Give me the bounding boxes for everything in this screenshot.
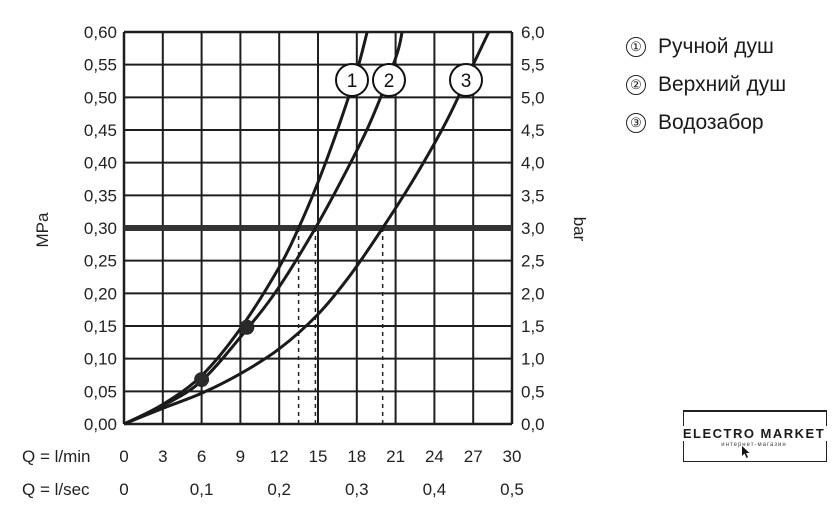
x-tick-label-lmin: 12 (270, 447, 289, 466)
y-tick-label-right: 3,0 (521, 219, 545, 238)
y-tick-label-right: 4,0 (521, 154, 545, 173)
legend-item-2: ② Верхний душ (626, 66, 786, 104)
x-tick-label-lmin: 6 (197, 447, 206, 466)
curve-label-text: 3 (461, 71, 472, 92)
legend-item-1: ① Ручной душ (626, 28, 786, 66)
x-ticks-lsec: 0 0,1 0,2 0,3 0,4 0,5 (119, 480, 524, 499)
y-tick-label-right: 0,0 (521, 415, 545, 434)
y-tick-label-left: 0,10 (84, 350, 117, 369)
y-axis-label-left: MPa (33, 212, 52, 248)
y-ticks-right: 0,0 0,5 1,0 1,5 2,0 2,5 3,0 3,5 4,0 4,5 5,0 5,5 6,0 (521, 23, 545, 434)
curve-1 (123, 31, 369, 426)
x-tick-label-lmin: 21 (386, 447, 405, 466)
y-ticks-left: 0,00 0,05 0,10 0,15 0,20 0,25 0,30 0,35 0,40 0,45… (84, 23, 117, 434)
y-tick-label-right: 5,0 (521, 88, 545, 107)
x-tick-label-lmin: 18 (347, 447, 366, 466)
curve-label-circle (372, 63, 406, 97)
y-tick-label-left: 0,00 (84, 415, 117, 434)
curve-label-circle (335, 63, 369, 97)
x-tick-label-lmin: 15 (309, 447, 328, 466)
y-tick-label-right: 3,5 (521, 186, 545, 205)
x-tick-label-lsec: 0,2 (267, 480, 291, 499)
y-tick-label-left: 0,15 (84, 317, 117, 336)
drop-lines (297, 228, 384, 424)
y-tick-label-left: 0,55 (84, 56, 117, 75)
y-tick-label-right: 5,5 (521, 56, 545, 75)
x-tick-label-lmin: 27 (464, 447, 483, 466)
x-tick-label-lsec: 0,3 (345, 480, 369, 499)
y-axis-label-right: bar (570, 217, 589, 242)
legend-label: Верхний душ (658, 73, 787, 96)
x-tick-label-lsec: 0,4 (423, 480, 447, 499)
logo-subtitle: интернет-магазин (721, 442, 787, 448)
x-tick-label-lsec: 0 (119, 480, 128, 499)
marker-1 (194, 372, 210, 388)
y-tick-label-left: 0,60 (84, 23, 117, 42)
y-tick-label-right: 1,5 (521, 317, 545, 336)
logo-brand: ELECTRO MARKET (669, 426, 839, 441)
x-ticks-lmin: 0 3 6 9 12 15 18 21 24 27 30 (119, 447, 521, 466)
x-tick-label-lmin: 24 (425, 447, 444, 466)
marker-2 (239, 319, 255, 335)
y-tick-label-right: 4,5 (521, 121, 545, 140)
legend-label: Водозабор (658, 111, 764, 134)
y-tick-label-left: 0,50 (84, 88, 117, 107)
x-tick-label-lsec: 0,1 (190, 480, 214, 499)
x-tick-label-lmin: 3 (158, 447, 167, 466)
y-tick-label-left: 0,20 (84, 284, 117, 303)
x-tick-label-lsec: 0,5 (500, 480, 524, 499)
x-tick-label-lmin: 9 (236, 447, 245, 466)
x-tick-label-lmin: 30 (503, 447, 522, 466)
curve-label-circle (449, 63, 483, 97)
markers (194, 319, 255, 388)
x-tick-label-lmin: 0 (119, 447, 128, 466)
y-tick-label-right: 6,0 (521, 23, 545, 42)
x-axis-label-lmin: Q = l/min (22, 447, 91, 466)
legend-number: ① (626, 37, 646, 57)
y-tick-label-left: 0,45 (84, 121, 117, 140)
y-tick-label-left: 0,30 (84, 219, 117, 238)
x-axis-label-lsec: Q = l/sec (22, 480, 90, 499)
y-tick-label-right: 0,5 (521, 382, 545, 401)
legend-number: ③ (626, 113, 646, 133)
curve-label-text: 2 (384, 71, 395, 92)
curve-label-text: 1 (347, 71, 358, 92)
y-tick-label-right: 2,5 (521, 252, 545, 271)
electro-market-logo: ELECTRO MARKET интернет-магазин (669, 410, 839, 464)
cursor-icon (742, 446, 750, 458)
legend-label: Ручной душ (658, 35, 774, 58)
legend-number: ② (626, 75, 646, 95)
legend-item-3: ③ Водозабор (626, 104, 786, 142)
curve-3 (123, 31, 491, 426)
legend: ① Ручной душ ② Верхний душ ③ Водозабор (626, 28, 786, 142)
curve-labels: 1 2 3 (335, 63, 483, 97)
y-tick-label-left: 0,40 (84, 154, 117, 173)
y-tick-label-right: 2,0 (521, 284, 545, 303)
y-tick-label-right: 1,0 (521, 350, 545, 369)
y-tick-label-left: 0,35 (84, 186, 117, 205)
y-tick-label-left: 0,05 (84, 382, 117, 401)
y-tick-label-left: 0,25 (84, 252, 117, 271)
